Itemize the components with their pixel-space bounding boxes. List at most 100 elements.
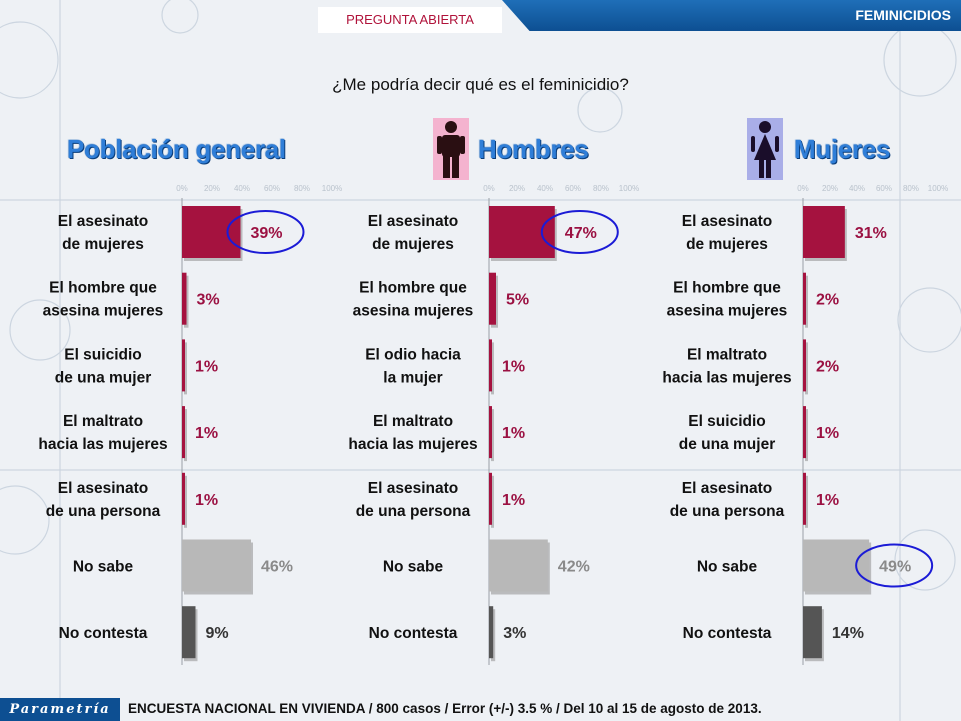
bar-no-sabe xyxy=(182,539,251,592)
category-label: El hombre que xyxy=(673,280,781,297)
axis-tick-label: 40% xyxy=(234,184,250,193)
axis-tick-label: 100% xyxy=(619,184,639,193)
value-label: 2% xyxy=(816,292,839,309)
survey-footnote: ENCUESTA NACIONAL EN VIVIENDA / 800 caso… xyxy=(128,701,762,716)
bar-shadow xyxy=(491,342,494,395)
bar-asesinato-persona xyxy=(489,472,492,525)
highlight-circle xyxy=(540,210,619,254)
bar-asesinato-mujeres xyxy=(182,206,241,258)
axis-tick-label: 0% xyxy=(797,184,809,193)
axis-tick-label: 60% xyxy=(876,184,892,193)
highlight-circle xyxy=(855,543,934,588)
category-label: de mujeres xyxy=(372,236,454,253)
bar-opcion-3 xyxy=(803,339,806,392)
value-label: 46% xyxy=(261,559,293,576)
bar-opcion-3 xyxy=(489,339,492,392)
value-label: 39% xyxy=(251,225,283,242)
axis-tick-label: 100% xyxy=(928,184,948,193)
category-label: hacia las mujeres xyxy=(348,436,477,453)
axis-tick-label: 60% xyxy=(565,184,581,193)
category-label: de mujeres xyxy=(686,236,768,253)
category-label: No contesta xyxy=(59,625,148,642)
section-title: FEMINICIDIOS xyxy=(855,7,951,23)
axis-tick-label: 80% xyxy=(294,184,310,193)
bar-shadow xyxy=(805,342,808,395)
bar-asesinato-mujeres xyxy=(489,206,555,258)
category-label: El asesinato xyxy=(368,213,458,230)
value-label: 1% xyxy=(502,492,525,509)
value-label: 47% xyxy=(565,225,597,242)
bar-no-contesta xyxy=(489,606,494,659)
category-label: asesina mujeres xyxy=(353,303,474,320)
bar-shadow xyxy=(805,409,808,462)
value-label: 1% xyxy=(816,492,839,509)
category-label: El odio hacia xyxy=(365,346,461,363)
value-label: 1% xyxy=(195,492,218,509)
bar-opcion-4 xyxy=(489,406,492,459)
category-label: No contesta xyxy=(683,625,772,642)
survey-question: ¿Me podría decir qué es el feminicidio? xyxy=(332,75,629,94)
category-label: hacia las mujeres xyxy=(38,436,167,453)
bar-shadow xyxy=(805,475,808,528)
bar-opcion-4 xyxy=(182,406,185,459)
value-label: 1% xyxy=(502,358,525,375)
value-label: 3% xyxy=(197,292,220,309)
axis-tick-label: 0% xyxy=(176,184,188,193)
category-label: El suicidio xyxy=(688,413,766,430)
value-label: 5% xyxy=(506,292,529,309)
title-poblacion-general: Población general xyxy=(67,134,286,164)
value-label: 2% xyxy=(816,358,839,375)
axis-tick-label: 20% xyxy=(509,184,525,193)
question-type-tag: PREGUNTA ABIERTA xyxy=(318,7,502,33)
category-label: El asesinato xyxy=(58,213,148,230)
category-label: asesina mujeres xyxy=(667,303,788,320)
category-label: El maltrato xyxy=(687,346,767,363)
title-hombres: Hombres xyxy=(478,134,589,164)
category-label: El maltrato xyxy=(63,413,143,430)
category-label: No sabe xyxy=(383,559,444,576)
category-label: El maltrato xyxy=(373,413,453,430)
bar-no-contesta xyxy=(803,606,822,659)
bar-no-sabe xyxy=(803,539,870,592)
highlight-circle xyxy=(226,210,305,254)
bar-opcion-4 xyxy=(803,406,806,459)
category-label: El suicidio xyxy=(64,346,142,363)
category-label: El hombre que xyxy=(359,280,467,297)
category-label: de una persona xyxy=(356,503,471,520)
value-label: 14% xyxy=(832,625,864,642)
category-label: El asesinato xyxy=(368,480,458,497)
bar-shadow xyxy=(805,275,808,328)
value-label: 9% xyxy=(206,625,229,642)
category-label: El hombre que xyxy=(49,280,157,297)
bar-asesinato-persona xyxy=(803,472,806,525)
axis-tick-label: 80% xyxy=(593,184,609,193)
axis-tick-label: 80% xyxy=(903,184,919,193)
bar-hombre-asesina xyxy=(182,272,187,325)
bar-hombre-asesina xyxy=(489,272,496,325)
value-label: 42% xyxy=(558,559,590,576)
bar-shadow xyxy=(184,409,187,462)
axis-tick-label: 20% xyxy=(822,184,838,193)
category-label: No contesta xyxy=(369,625,458,642)
value-label: 1% xyxy=(502,425,525,442)
axis-tick-label: 20% xyxy=(204,184,220,193)
section-header: FEMINICIDIOS xyxy=(502,0,961,31)
category-label: de una mujer xyxy=(55,369,151,386)
value-label: 3% xyxy=(503,625,526,642)
category-label: No sabe xyxy=(73,559,134,576)
value-label: 1% xyxy=(816,425,839,442)
category-label: El asesinato xyxy=(58,480,148,497)
man-icon xyxy=(433,118,469,180)
value-label: 31% xyxy=(855,225,887,242)
axis-tick-label: 60% xyxy=(264,184,280,193)
axis-tick-label: 100% xyxy=(322,184,342,193)
value-label: 1% xyxy=(195,425,218,442)
axis-tick-label: 40% xyxy=(537,184,553,193)
category-label: hacia las mujeres xyxy=(662,369,791,386)
axis-tick-label: 40% xyxy=(849,184,865,193)
value-label: 49% xyxy=(879,559,911,576)
category-label: El asesinato xyxy=(682,480,772,497)
bar-no-contesta xyxy=(182,606,196,659)
